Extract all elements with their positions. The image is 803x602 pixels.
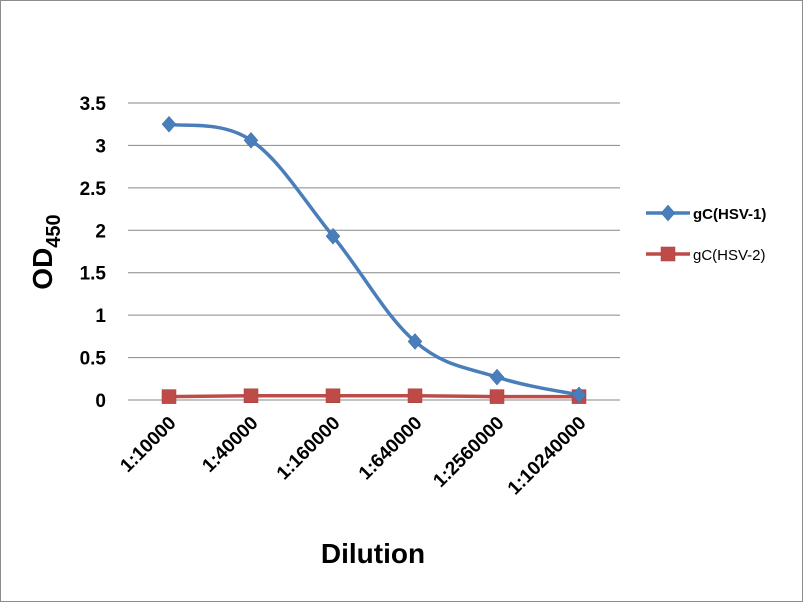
data-point xyxy=(489,368,505,386)
data-point xyxy=(325,388,341,404)
x-tick-label: 1:160000 xyxy=(273,413,345,485)
y-tick-label: 2 xyxy=(95,221,106,242)
legend: gC(HSV-1) gC(HSV-2) xyxy=(646,204,766,264)
series-0 xyxy=(161,115,587,404)
data-point xyxy=(243,388,259,404)
y-tick-label: 0 xyxy=(95,391,106,412)
x-tick-label: 1:2560000 xyxy=(429,413,508,492)
series-group xyxy=(161,115,587,404)
legend-label: gC(HSV-2) xyxy=(693,247,766,264)
legend-marker xyxy=(660,204,676,222)
y-axis-title-main: OD xyxy=(27,248,58,290)
data-point xyxy=(161,115,177,133)
data-point xyxy=(489,389,505,404)
series-line xyxy=(168,393,580,399)
legend-marker xyxy=(660,246,676,262)
y-tick-label: 1.5 xyxy=(80,264,107,285)
legend-label: gC(HSV-1) xyxy=(693,206,766,223)
gridlines xyxy=(128,102,620,401)
series-1 xyxy=(161,388,587,404)
data-point xyxy=(407,388,423,404)
x-tick-labels: 1:10000 1:40000 1:160000 1:640000 1:25600001… xyxy=(116,413,590,500)
data-point xyxy=(571,386,587,404)
y-tick-label: 3 xyxy=(95,136,106,157)
y-tick-label: 3.5 xyxy=(80,94,107,115)
x-tick-label: 1:10000 xyxy=(116,413,180,477)
y-axis-title-subscript: 450 xyxy=(43,214,65,247)
y-tick-label: 2.5 xyxy=(80,179,107,200)
series-line xyxy=(168,122,580,397)
y-tick-label: 1 xyxy=(95,306,106,327)
data-point xyxy=(325,227,341,245)
x-tick-label: 1:40000 xyxy=(198,413,262,477)
data-point xyxy=(407,333,423,350)
x-axis-title: Dilution xyxy=(321,538,425,569)
y-tick-label: 0.5 xyxy=(80,349,107,370)
data-point xyxy=(243,131,259,149)
y-axis-title: OD450 xyxy=(27,214,65,289)
x-tick-label: 1:10240000 xyxy=(504,413,591,500)
data-point xyxy=(161,389,177,404)
y-tick-labels: 0 0.5 1 1.5 2 2.5 3 3.5 xyxy=(80,94,107,412)
x-tick-label: 1:640000 xyxy=(355,413,427,485)
